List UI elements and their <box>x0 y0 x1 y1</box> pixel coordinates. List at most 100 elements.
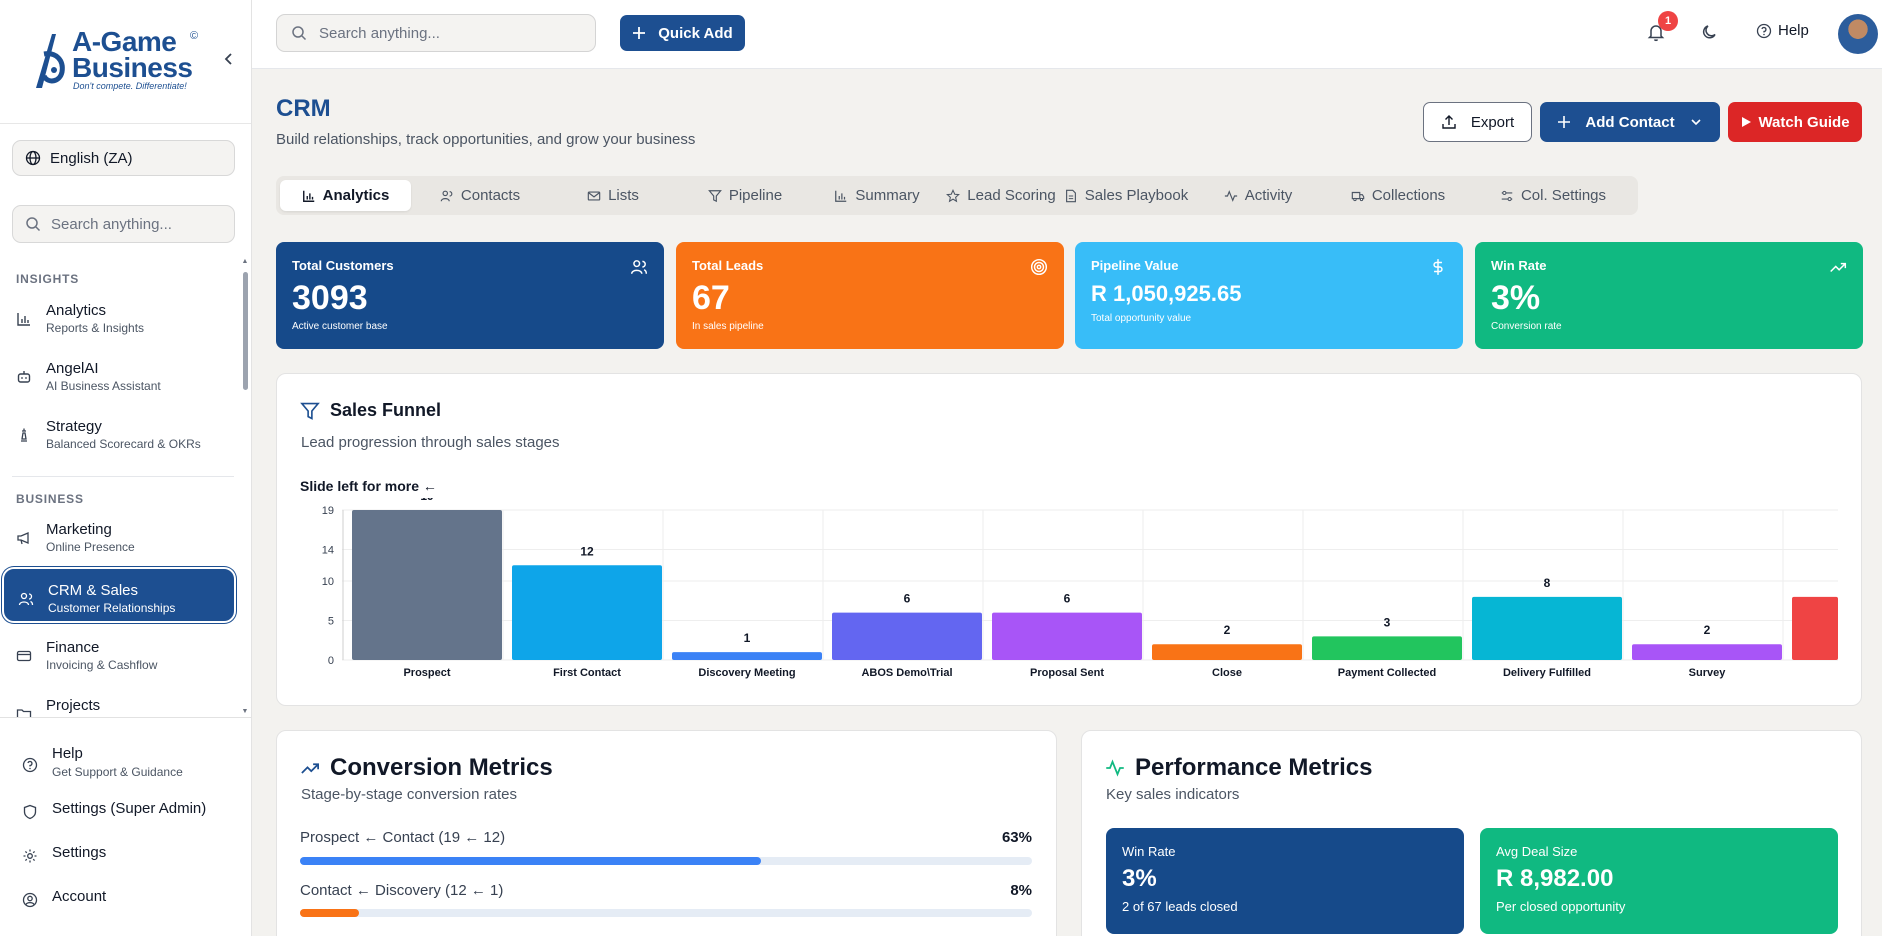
stat-sub: Active customer base <box>292 321 388 332</box>
sidebar: A-Game Business © Don't compete. Differe… <box>0 0 252 936</box>
activity-icon <box>1224 189 1237 202</box>
language-selector[interactable]: English (ZA) <box>12 140 235 176</box>
y-tick-label: 14 <box>322 544 334 556</box>
sidebar-item-crm-sales[interactable]: CRM & Sales Customer Relationships <box>4 569 234 621</box>
conversion-row-label: Contact ← Discovery (12 ← 1) <box>300 882 504 899</box>
collapse-sidebar-button[interactable] <box>221 51 237 67</box>
users-icon <box>630 260 648 274</box>
sidebar-item-sub: Balanced Scorecard & OKRs <box>46 437 201 451</box>
tab-collections[interactable]: Collections <box>1324 180 1472 211</box>
export-button[interactable]: Export <box>1423 102 1532 142</box>
search-icon <box>292 26 307 41</box>
conversion-metrics-subtitle: Stage-by-stage conversion rates <box>301 786 517 803</box>
stat-card-win-rate: Win Rate 3% Conversion rate <box>1475 242 1863 349</box>
bar-chart-icon <box>302 190 314 202</box>
help-button[interactable]: Help <box>1756 22 1809 39</box>
sidebar-scrollbar[interactable]: ▲ ▼ <box>241 258 249 718</box>
add-contact-button[interactable]: Add Contact <box>1540 102 1720 142</box>
perf-title: Avg Deal Size <box>1496 844 1578 859</box>
sidebar-item-sub: Reports & Insights <box>46 321 145 335</box>
chess-piece-icon <box>14 425 34 445</box>
stat-title: Win Rate <box>1491 258 1547 273</box>
bar-value-label: 2 <box>1224 623 1231 637</box>
watch-guide-button[interactable]: Watch Guide <box>1728 102 1862 142</box>
sidebar-item-label: Projects <box>46 697 101 714</box>
bar-value-label: 6 <box>1064 592 1071 606</box>
stat-card-total-leads: Total Leads 67 In sales pipeline <box>676 242 1064 349</box>
sidebar-item-settings[interactable]: Settings <box>20 843 240 866</box>
sidebar-item-sub: Get Support & Guidance <box>52 765 183 779</box>
x-tick-label: Survey <box>1689 667 1727 679</box>
sidebar-item-analytics[interactable]: Analytics Reports & Insights <box>4 291 234 343</box>
tab-lead-scoring[interactable]: Lead Scoring <box>942 180 1060 211</box>
tab-label: Sales Playbook <box>1084 187 1189 204</box>
x-tick-label: First Contact <box>553 667 621 679</box>
conversion-row: Contact ← Discovery (12 ← 1) 8% <box>300 882 1032 922</box>
sidebar-item-strategy[interactable]: Strategy Balanced Scorecard & OKRs <box>4 407 234 459</box>
sidebar-item-account[interactable]: Account <box>20 887 240 910</box>
avatar[interactable] <box>1838 14 1878 54</box>
sidebar-item-settings-super-admin[interactable]: Settings (Super Admin) <box>20 799 240 822</box>
conversion-row-percent: 8% <box>1010 882 1032 899</box>
trending-up-icon <box>301 763 319 774</box>
y-tick-label: 0 <box>328 655 334 667</box>
tab-col-settings[interactable]: Col. Settings <box>1472 180 1634 211</box>
bell-icon[interactable] <box>1646 22 1666 42</box>
sidebar-item-label: AngelAI <box>46 360 99 377</box>
sidebar-item-help[interactable]: Help Get Support & Guidance <box>20 744 240 780</box>
stat-title: Pipeline Value <box>1091 258 1179 273</box>
star-icon <box>946 188 961 202</box>
x-tick-label: Discovery Meeting <box>698 667 795 679</box>
dollar-icon <box>1433 259 1443 275</box>
scrollbar-thumb[interactable] <box>243 272 248 390</box>
filter-icon <box>707 189 722 202</box>
global-search-input[interactable]: Search anything... <box>276 14 596 52</box>
sidebar-item-label: Strategy <box>46 418 102 435</box>
sidebar-search-input[interactable]: Search anything... <box>12 205 235 243</box>
scroll-down-arrow[interactable]: ▼ <box>241 708 249 715</box>
performance-metrics-title-text: Performance Metrics <box>1135 754 1373 781</box>
chevron-down-icon[interactable] <box>1689 115 1703 129</box>
stat-value: 67 <box>692 279 730 317</box>
sidebar-item-sub: AI Business Assistant <box>46 379 161 393</box>
crm-tabs: Analytics Contacts Lists Pipeline Summar… <box>276 176 1638 215</box>
perf-card-avg-deal-size: Avg Deal Size R 8,982.00 Per closed oppo… <box>1480 828 1838 934</box>
tab-summary[interactable]: Summary <box>812 180 942 211</box>
sidebar-item-label: CRM & Sales <box>48 582 139 599</box>
page-title: CRM <box>276 95 331 122</box>
bot-icon <box>14 367 34 387</box>
sales-funnel-chart[interactable]: 19 14 10 5 0 19 Prospect 12 First Contact 1 Discov… <box>300 498 1838 684</box>
tab-label: Collections <box>1371 187 1446 204</box>
sidebar-item-finance[interactable]: Finance Invoicing & Cashflow <box>4 628 234 680</box>
moon-icon[interactable] <box>1700 22 1720 42</box>
scroll-up-arrow[interactable]: ▲ <box>241 258 249 265</box>
stat-value: 3% <box>1491 279 1541 317</box>
tab-contacts[interactable]: Contacts <box>412 180 548 211</box>
quick-add-button[interactable]: Quick Add <box>620 15 745 51</box>
sales-funnel-title: Sales Funnel <box>300 400 441 421</box>
chevron-left-icon <box>224 53 232 65</box>
trending-up-icon <box>1830 262 1847 273</box>
conversion-row-label: Prospect ← Contact (19 ← 12) <box>300 829 506 846</box>
perf-title: Win Rate <box>1122 844 1176 859</box>
perf-sub: Per closed opportunity <box>1496 899 1626 914</box>
play-icon <box>1742 117 1752 127</box>
tab-pipeline[interactable]: Pipeline <box>678 180 812 211</box>
tab-label: Lead Scoring <box>967 187 1056 204</box>
perf-sub: 2 of 67 leads closed <box>1122 899 1238 914</box>
funnel-bar <box>512 565 662 660</box>
sidebar-item-label: Settings (Super Admin) <box>52 800 207 817</box>
sidebar-item-label: Analytics <box>46 302 107 319</box>
sidebar-item-projects[interactable]: Projects <box>4 686 234 717</box>
sidebar-item-angelai[interactable]: AngelAI AI Business Assistant <box>4 349 234 401</box>
sidebar-item-marketing[interactable]: Marketing Online Presence <box>4 510 234 562</box>
sidebar-item-sub: Online Presence <box>46 540 135 554</box>
tab-lists[interactable]: Lists <box>548 180 678 211</box>
tab-sales-playbook[interactable]: Sales Playbook <box>1060 180 1192 211</box>
tab-label: Contacts <box>460 187 521 204</box>
plus-icon <box>1558 116 1571 128</box>
tab-analytics[interactable]: Analytics <box>280 180 411 211</box>
bar-value-label: 1 <box>744 631 751 645</box>
tab-activity[interactable]: Activity <box>1192 180 1324 211</box>
page-subtitle: Build relationships, track opportunities… <box>276 131 696 148</box>
